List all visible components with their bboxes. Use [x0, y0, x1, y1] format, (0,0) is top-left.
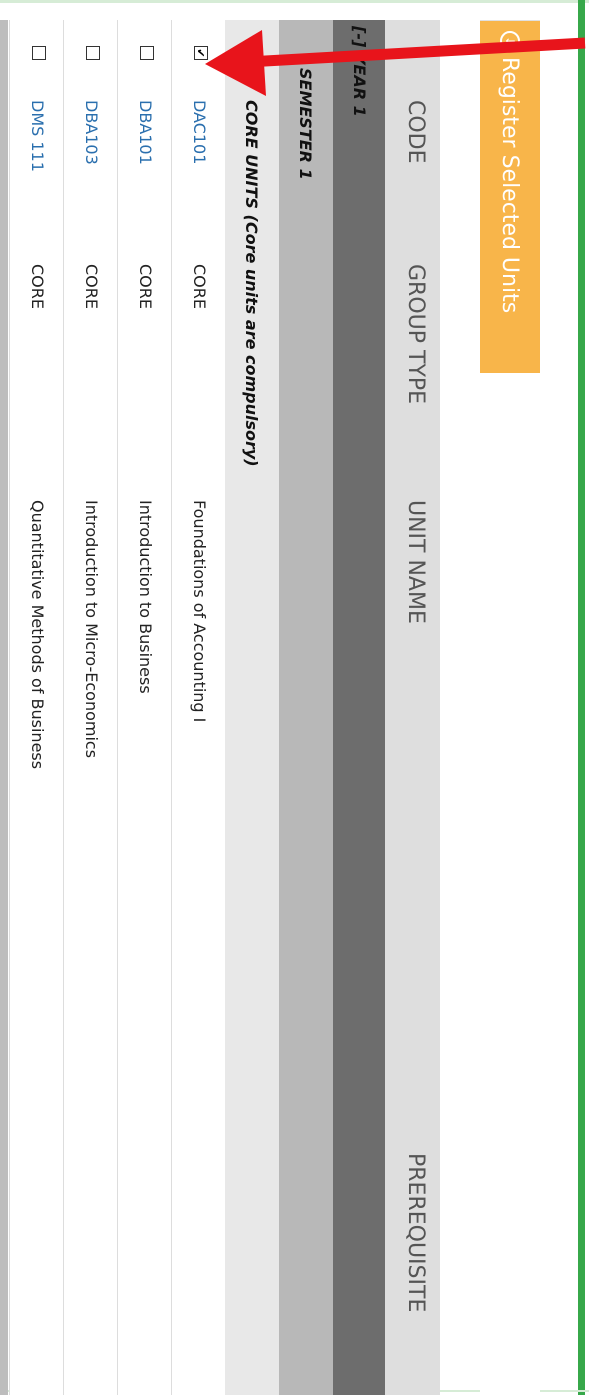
unit-code-link[interactable]: DMS 111 — [28, 100, 47, 172]
unit-name: Introduction to Micro-Economics — [82, 500, 101, 759]
core-units-label: CORE UNITS (Core units are compulsory) — [242, 100, 261, 467]
unit-group-type: CORE — [136, 264, 155, 309]
unit-checkbox[interactable] — [86, 46, 100, 60]
unit-registration-panel: ↓ Register Selected Units CODE GROUP TYP… — [0, 20, 540, 1396]
unit-group-type: CORE — [28, 264, 47, 309]
table-row: DBA101 CORE Introduction to Business — [117, 20, 171, 1395]
register-button-label: Register Selected Units — [497, 57, 523, 314]
unit-checkbox[interactable] — [140, 46, 154, 60]
header-code: CODE — [403, 100, 428, 164]
core-units-group-row: CORE UNITS (Core units are compulsory) — [225, 20, 279, 1395]
window-right-border — [578, 0, 585, 1395]
window-top-edge — [0, 0, 589, 3]
year-toggle-label[interactable]: [-] YEAR 1 — [350, 26, 369, 117]
header-prerequisite: PREREQUISITE — [403, 1153, 428, 1313]
circle-arrow-down-icon: ↓ — [500, 31, 520, 51]
header-unit-name: UNIT NAME — [403, 500, 428, 624]
unit-group-type: CORE — [190, 264, 209, 309]
unit-name: Quantitative Methods of Business — [28, 500, 47, 770]
table-row: DMS 111 CORE Quantitative Methods of Bus… — [9, 20, 63, 1395]
year-group-row[interactable]: [-] YEAR 1 — [333, 20, 385, 1395]
unit-code-link[interactable]: DAC101 — [190, 100, 209, 165]
table-bottom-border — [0, 20, 8, 1395]
toolbar: ↓ Register Selected Units — [480, 20, 540, 1396]
table-row: DBA103 CORE Introduction to Micro-Econom… — [63, 20, 117, 1395]
table-header: CODE GROUP TYPE UNIT NAME PREREQUISITE — [385, 20, 440, 1395]
unit-code-link[interactable]: DBA101 — [136, 100, 155, 165]
unit-code-link[interactable]: DBA103 — [82, 100, 101, 165]
unit-name: Foundations of Accounting I — [190, 500, 209, 723]
semester-label: SEMESTER 1 — [296, 68, 315, 180]
semester-group-row: SEMESTER 1 — [279, 20, 333, 1395]
table-row: ✔ DAC101 CORE Foundations of Accounting … — [171, 20, 225, 1395]
unit-name: Introduction to Business — [136, 500, 155, 694]
unit-checkbox[interactable]: ✔ — [194, 46, 208, 60]
header-group-type: GROUP TYPE — [403, 264, 428, 405]
unit-checkbox[interactable] — [32, 46, 46, 60]
register-selected-units-button[interactable]: ↓ Register Selected Units — [480, 21, 540, 373]
unit-group-type: CORE — [82, 264, 101, 309]
